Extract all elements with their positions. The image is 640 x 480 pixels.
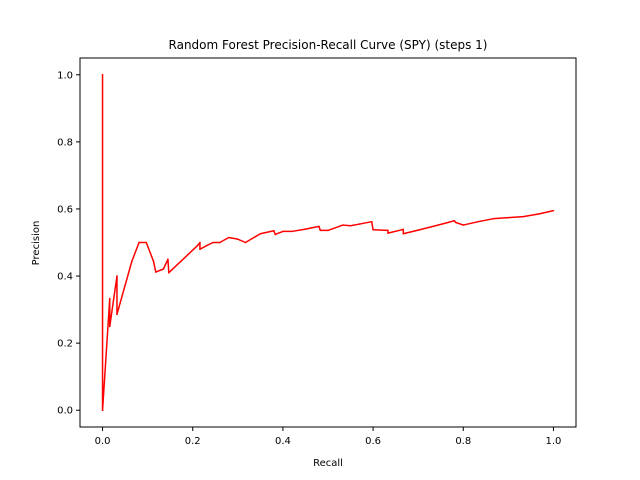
series-point [318,225,320,228]
series-point [167,258,169,261]
x-tick-label: 0.2 [185,436,201,447]
series-point [304,228,307,230]
y-tick-label: 0.4 [57,272,73,283]
series-point [116,313,118,316]
series-point [417,229,419,231]
series-point [349,224,352,227]
series-point [537,213,540,215]
series-point [138,241,140,244]
x-tick-label: 0.6 [365,436,381,447]
series-point [196,245,198,247]
y-tick-label: 0.8 [57,137,73,148]
y-axis-ticks: 0.0 0.2 0.4 0.6 0.8 1.0 [57,70,80,417]
series-point [228,236,230,239]
series-point [462,224,465,226]
series-point [109,325,111,328]
series-point [454,221,457,224]
series-point [522,215,524,218]
series-point [274,233,276,236]
plot-area: 0.0 0.2 0.4 0.6 0.8 1.0 0.0 0.2 0.4 0.6 0.8 1.0 [57,57,577,447]
series-point [145,241,148,244]
series-point [447,221,450,224]
series-point [199,248,201,250]
series-point [453,219,456,222]
x-axis-label: Recall [313,458,343,469]
y-tick-label: 0.6 [57,204,73,215]
x-tick-label: 0.0 [95,436,111,447]
series-point [219,241,221,244]
series-point [402,228,405,231]
series-point [319,229,322,232]
series-point [237,238,239,240]
series-point [116,275,118,277]
series-point [155,271,157,273]
series-point [402,233,405,235]
series-point [291,230,293,233]
x-tick-label: 0.4 [275,436,291,447]
y-axis-label: Precision [31,221,42,266]
series-points [101,74,555,411]
series-point [162,268,165,270]
series-point [370,220,373,223]
series-point [199,241,201,244]
series-point [101,74,104,76]
chart-title: Random Forest Precision-Recall Curve (SP… [169,38,488,52]
axes-frame [79,57,577,428]
series-point [387,232,389,234]
series-point [212,241,214,244]
series-point [273,230,275,232]
x-tick-label: 0.8 [455,436,471,447]
y-tick-label: 0.2 [57,339,73,350]
series-point [152,260,155,263]
series-point [109,297,111,300]
series-point [552,209,555,212]
series-point [492,217,495,220]
series-point [358,223,361,225]
series-point [205,245,208,247]
series-point [168,271,170,274]
series-point [327,229,329,232]
series-point [282,230,284,233]
series-point [372,229,374,231]
y-tick-label: 1.0 [57,70,73,81]
series-point [342,224,344,226]
series-point [244,241,247,244]
series-point [477,220,479,223]
x-axis-ticks: 0.0 0.2 0.4 0.6 0.8 1.0 [95,427,562,447]
series-point [131,260,133,263]
series-point [259,233,262,235]
x-tick-label: 1.0 [546,436,562,447]
precision-recall-series-line [101,74,554,411]
series-point [387,229,389,232]
series-point [432,225,434,228]
series-point [507,216,510,219]
y-tick-label: 0.0 [57,406,73,417]
series-point [101,409,104,411]
